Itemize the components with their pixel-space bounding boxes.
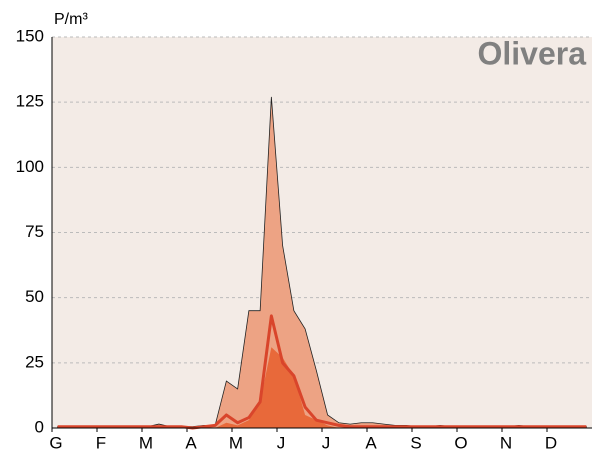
chart-title: Olivera [477,35,586,71]
x-tick-label: J [322,433,331,452]
x-tick-label: A [365,433,377,452]
y-tick-label: 100 [16,157,44,176]
y-axis-label: P/m³ [54,11,88,28]
x-tick-label: S [410,433,421,452]
x-tick-label: J [277,433,286,452]
y-tick-label: 25 [25,352,44,371]
x-tick-label: M [139,433,153,452]
y-tick-label: 150 [16,26,44,45]
y-tick-label: 0 [35,417,44,436]
line [57,314,587,430]
x-tick-label: A [185,433,197,452]
x-tick-label: O [454,433,467,452]
x-tick-label: G [49,433,62,452]
x-tick-label: D [545,433,557,452]
x-tick-label: M [229,433,243,452]
x-tick-label: N [500,433,512,452]
y-tick-label: 75 [25,222,44,241]
x-tick-label: F [96,433,106,452]
y-tick-label: 50 [25,287,44,306]
y-tick-label: 125 [16,92,44,111]
